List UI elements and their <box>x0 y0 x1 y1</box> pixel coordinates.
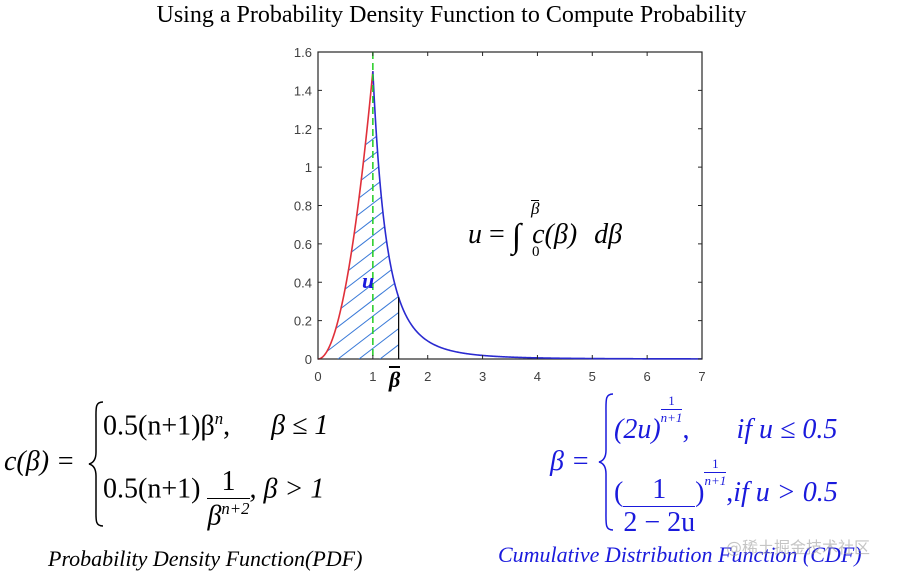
fraction-denominator-exponent: n+2 <box>221 499 250 518</box>
beta-bar-label: β <box>389 366 401 392</box>
pdf-case-1-exponent: n <box>214 409 224 428</box>
pdf-curve-left <box>317 71 374 360</box>
x-tick-label: 3 <box>479 369 486 384</box>
x-tick-label: 2 <box>424 369 431 384</box>
integral-equals: = <box>489 219 505 250</box>
integral-lhs: u <box>468 219 482 250</box>
y-tick-label: 0.6 <box>294 237 312 252</box>
integral-lower-limit: 0 <box>532 244 540 260</box>
y-tick-label: 0.2 <box>294 314 312 329</box>
plot-axes <box>317 51 703 360</box>
integral-upper-limit: β <box>531 199 540 218</box>
integral-formula: u = ∫ 0 β c(β) dβ <box>468 200 623 260</box>
shaded-area-label: u <box>362 268 375 293</box>
exponent-numerator: 1 <box>660 393 683 411</box>
axis-ticks: 0 1 2 3 4 5 6 7 0 0.2 0.4 0.6 0.8 1 1.2 1.4 1.6 <box>294 45 706 384</box>
pdf-case-1-expr: 0.5(n+1)β <box>103 410 215 442</box>
cdf-case-1-exponent: 1 n+1 <box>660 393 683 426</box>
x-tick-label: 7 <box>698 369 705 384</box>
y-tick-label: 1.6 <box>294 45 312 60</box>
exponent-denominator: n+1 <box>660 410 683 426</box>
cdf-case-1-base: (2u) <box>614 414 661 445</box>
fraction-denominator: 2 − 2u <box>623 507 696 538</box>
cdf-brace-icon <box>598 393 614 531</box>
integral-differential: dβ <box>594 219 623 250</box>
x-tick-label: 5 <box>589 369 596 384</box>
pdf-brace-icon <box>88 401 104 527</box>
pdf-case-2: 0.5(n+1) 1 βn+2 , β > 1 <box>103 458 325 531</box>
cdf-case-2: (1 2 − 2u) 1 n+1 ,if u > 0.5 <box>614 456 838 538</box>
x-tick-label: 6 <box>644 369 651 384</box>
cdf-case-1: (2u) 1 n+1, if u ≤ 0.5 <box>614 393 838 445</box>
exponent-denominator: n+1 <box>704 473 727 488</box>
y-tick-label: 0.8 <box>294 199 312 214</box>
y-tick-label: 1 <box>305 160 312 175</box>
y-tick-label: 0.4 <box>294 275 312 290</box>
fraction-numerator: 1 <box>207 466 250 499</box>
pdf-case-2-condition: , β > 1 <box>249 473 325 505</box>
x-tick-label: 0 <box>314 369 321 384</box>
cdf-lhs: β = <box>550 446 590 477</box>
cdf-caption: Cumulative Distribution Function (CDF) <box>498 542 862 567</box>
pdf-caption: Probability Density Function(PDF) <box>48 546 363 571</box>
fraction-denominator-base: β <box>207 500 222 532</box>
figure-title: Using a Probability Density Function to … <box>156 2 747 28</box>
pdf-case-1-condition: β ≤ 1 <box>271 410 329 442</box>
watermark: @稀土掘金技术社区 <box>726 538 871 557</box>
y-tick-label: 1.2 <box>294 122 312 137</box>
integrand: c(β) <box>532 219 578 250</box>
cdf-case-2-exponent: 1 n+1 <box>704 456 727 489</box>
pdf-case-1: 0.5(n+1)βn, β ≤ 1 <box>103 409 329 442</box>
y-tick-label: 0 <box>305 352 312 367</box>
x-tick-label: 4 <box>534 369 541 384</box>
x-tick-label: 1 <box>369 369 376 384</box>
cdf-case-1-condition: if u ≤ 0.5 <box>736 414 838 445</box>
pdf-lhs: c(β) = <box>4 446 75 477</box>
y-tick-label: 1.4 <box>294 83 312 98</box>
exponent-numerator: 1 <box>704 456 727 473</box>
plot-frame <box>317 51 703 360</box>
pdf-case-2-prefix: 0.5(n+1) <box>103 473 201 505</box>
cdf-case-2-condition: if u > 0.5 <box>733 476 838 508</box>
pdf-case-2-fraction: 1 βn+2 <box>207 466 250 532</box>
fraction-numerator: 1 <box>623 474 696 507</box>
integral-sign: ∫ <box>511 218 522 255</box>
